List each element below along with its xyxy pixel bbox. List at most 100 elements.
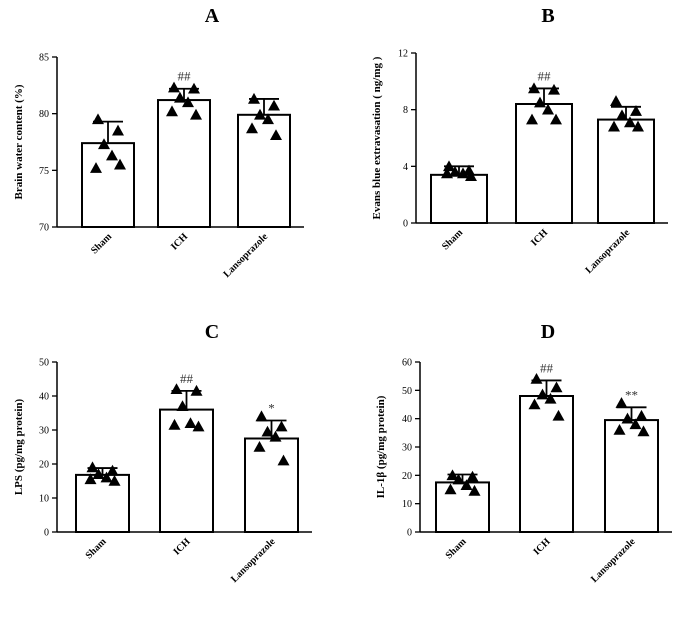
significance-mark: * bbox=[268, 400, 275, 415]
data-point bbox=[635, 409, 648, 421]
data-point bbox=[190, 108, 202, 120]
data-point bbox=[530, 373, 543, 384]
data-point bbox=[108, 475, 121, 486]
panel-letter: C bbox=[205, 321, 219, 343]
data-point bbox=[552, 409, 565, 421]
y-tick-label: 4 bbox=[403, 162, 408, 173]
y-tick-label: 30 bbox=[402, 443, 412, 454]
bar-lansoprazole bbox=[597, 118, 655, 224]
data-point bbox=[465, 170, 477, 182]
bar-sham bbox=[81, 142, 135, 228]
data-point bbox=[268, 99, 280, 111]
data-point bbox=[106, 149, 118, 161]
data-point bbox=[446, 469, 459, 481]
data-point bbox=[277, 454, 290, 466]
x-tick-label: Lansoprazole bbox=[221, 231, 270, 280]
bar-lansoprazole bbox=[244, 437, 299, 533]
y-tick-label: 40 bbox=[39, 392, 49, 403]
data-point bbox=[255, 410, 268, 422]
y-axis-label: Brain water content (%) bbox=[13, 84, 25, 199]
data-point bbox=[550, 113, 562, 125]
data-point bbox=[613, 424, 626, 435]
data-point bbox=[275, 420, 288, 432]
data-point bbox=[637, 425, 650, 437]
data-point bbox=[86, 461, 99, 473]
data-point bbox=[528, 82, 540, 94]
x-tick-label: ICH bbox=[169, 231, 190, 252]
panel-letter: A bbox=[205, 5, 220, 27]
data-point bbox=[246, 122, 258, 134]
y-tick-label: 20 bbox=[402, 471, 412, 482]
y-axis-label: Evans blue extravasation ( ng/mg ) bbox=[371, 56, 383, 219]
chart-panel-a: A Brain water content (%) 70 75 80 85 Sham ## IC… bbox=[13, 5, 304, 280]
bar-sham bbox=[75, 473, 130, 534]
data-point bbox=[610, 95, 622, 106]
x-tick-label: Lansoprazole bbox=[229, 536, 278, 585]
data-point bbox=[443, 160, 455, 172]
data-point bbox=[192, 420, 205, 432]
panel-letter: B bbox=[541, 5, 554, 27]
x-tick-label: Sham bbox=[444, 536, 470, 562]
data-point bbox=[112, 124, 124, 136]
data-point bbox=[182, 96, 194, 108]
y-tick-label: 70 bbox=[39, 223, 49, 234]
data-point bbox=[176, 400, 189, 411]
data-point bbox=[253, 441, 266, 452]
x-tick-label: ICH bbox=[531, 536, 552, 557]
y-tick-label: 50 bbox=[402, 386, 412, 397]
y-tick-label: 12 bbox=[398, 49, 408, 60]
data-point bbox=[170, 383, 183, 394]
y-tick-label: 75 bbox=[39, 166, 49, 177]
data-point bbox=[441, 167, 453, 179]
data-point bbox=[190, 384, 203, 396]
chart-panel-b: B Evans blue extravasation ( ng/mg ) 0 4 8 12… bbox=[371, 5, 668, 276]
chart-panel-d: D IL-1β (pg/mg protein) 0 10 20 30 40 50 60 Sham #… bbox=[375, 321, 672, 585]
data-point bbox=[98, 138, 110, 150]
bar-ich bbox=[157, 99, 211, 228]
data-point bbox=[624, 116, 636, 128]
data-point bbox=[466, 470, 479, 482]
x-tick-label: Lansoprazole bbox=[583, 227, 632, 276]
data-point bbox=[254, 108, 266, 120]
data-point bbox=[92, 113, 104, 125]
significance-mark: ** bbox=[625, 387, 638, 402]
y-tick-label: 40 bbox=[402, 414, 412, 425]
data-point bbox=[168, 418, 181, 430]
y-axis-label: IL-1β (pg/mg protein) bbox=[375, 395, 387, 498]
data-point bbox=[468, 484, 481, 496]
data-point bbox=[449, 166, 461, 177]
bar-ich bbox=[159, 408, 214, 534]
data-point bbox=[457, 167, 469, 179]
x-tick-label: ICH bbox=[171, 536, 192, 557]
data-point bbox=[615, 397, 628, 408]
data-point bbox=[90, 162, 102, 173]
y-tick-label: 20 bbox=[39, 460, 49, 471]
data-point bbox=[269, 430, 282, 442]
data-point bbox=[114, 158, 126, 170]
data-point bbox=[444, 483, 457, 495]
data-point bbox=[92, 468, 105, 479]
y-tick-label: 80 bbox=[39, 109, 49, 120]
y-axis-label: LPS (pg/mg protein) bbox=[13, 398, 25, 495]
data-point bbox=[452, 473, 465, 485]
y-tick-label: 0 bbox=[407, 528, 412, 539]
data-point bbox=[542, 103, 554, 115]
bar-lansoprazole bbox=[604, 419, 659, 534]
data-point bbox=[84, 473, 97, 485]
y-tick-label: 8 bbox=[403, 105, 408, 116]
x-tick-label: ICH bbox=[529, 227, 550, 248]
y-tick-label: 50 bbox=[39, 358, 49, 369]
data-point bbox=[166, 105, 178, 117]
data-point bbox=[616, 109, 628, 121]
y-tick-label: 10 bbox=[39, 494, 49, 505]
y-tick-label: 0 bbox=[44, 528, 49, 539]
panel-letter: D bbox=[541, 321, 555, 343]
data-point bbox=[100, 471, 113, 483]
data-point bbox=[544, 392, 557, 404]
data-point bbox=[536, 388, 549, 400]
bar-ich bbox=[515, 103, 573, 224]
data-point bbox=[534, 96, 546, 108]
data-point bbox=[630, 105, 642, 116]
x-tick-label: Sham bbox=[84, 536, 110, 562]
